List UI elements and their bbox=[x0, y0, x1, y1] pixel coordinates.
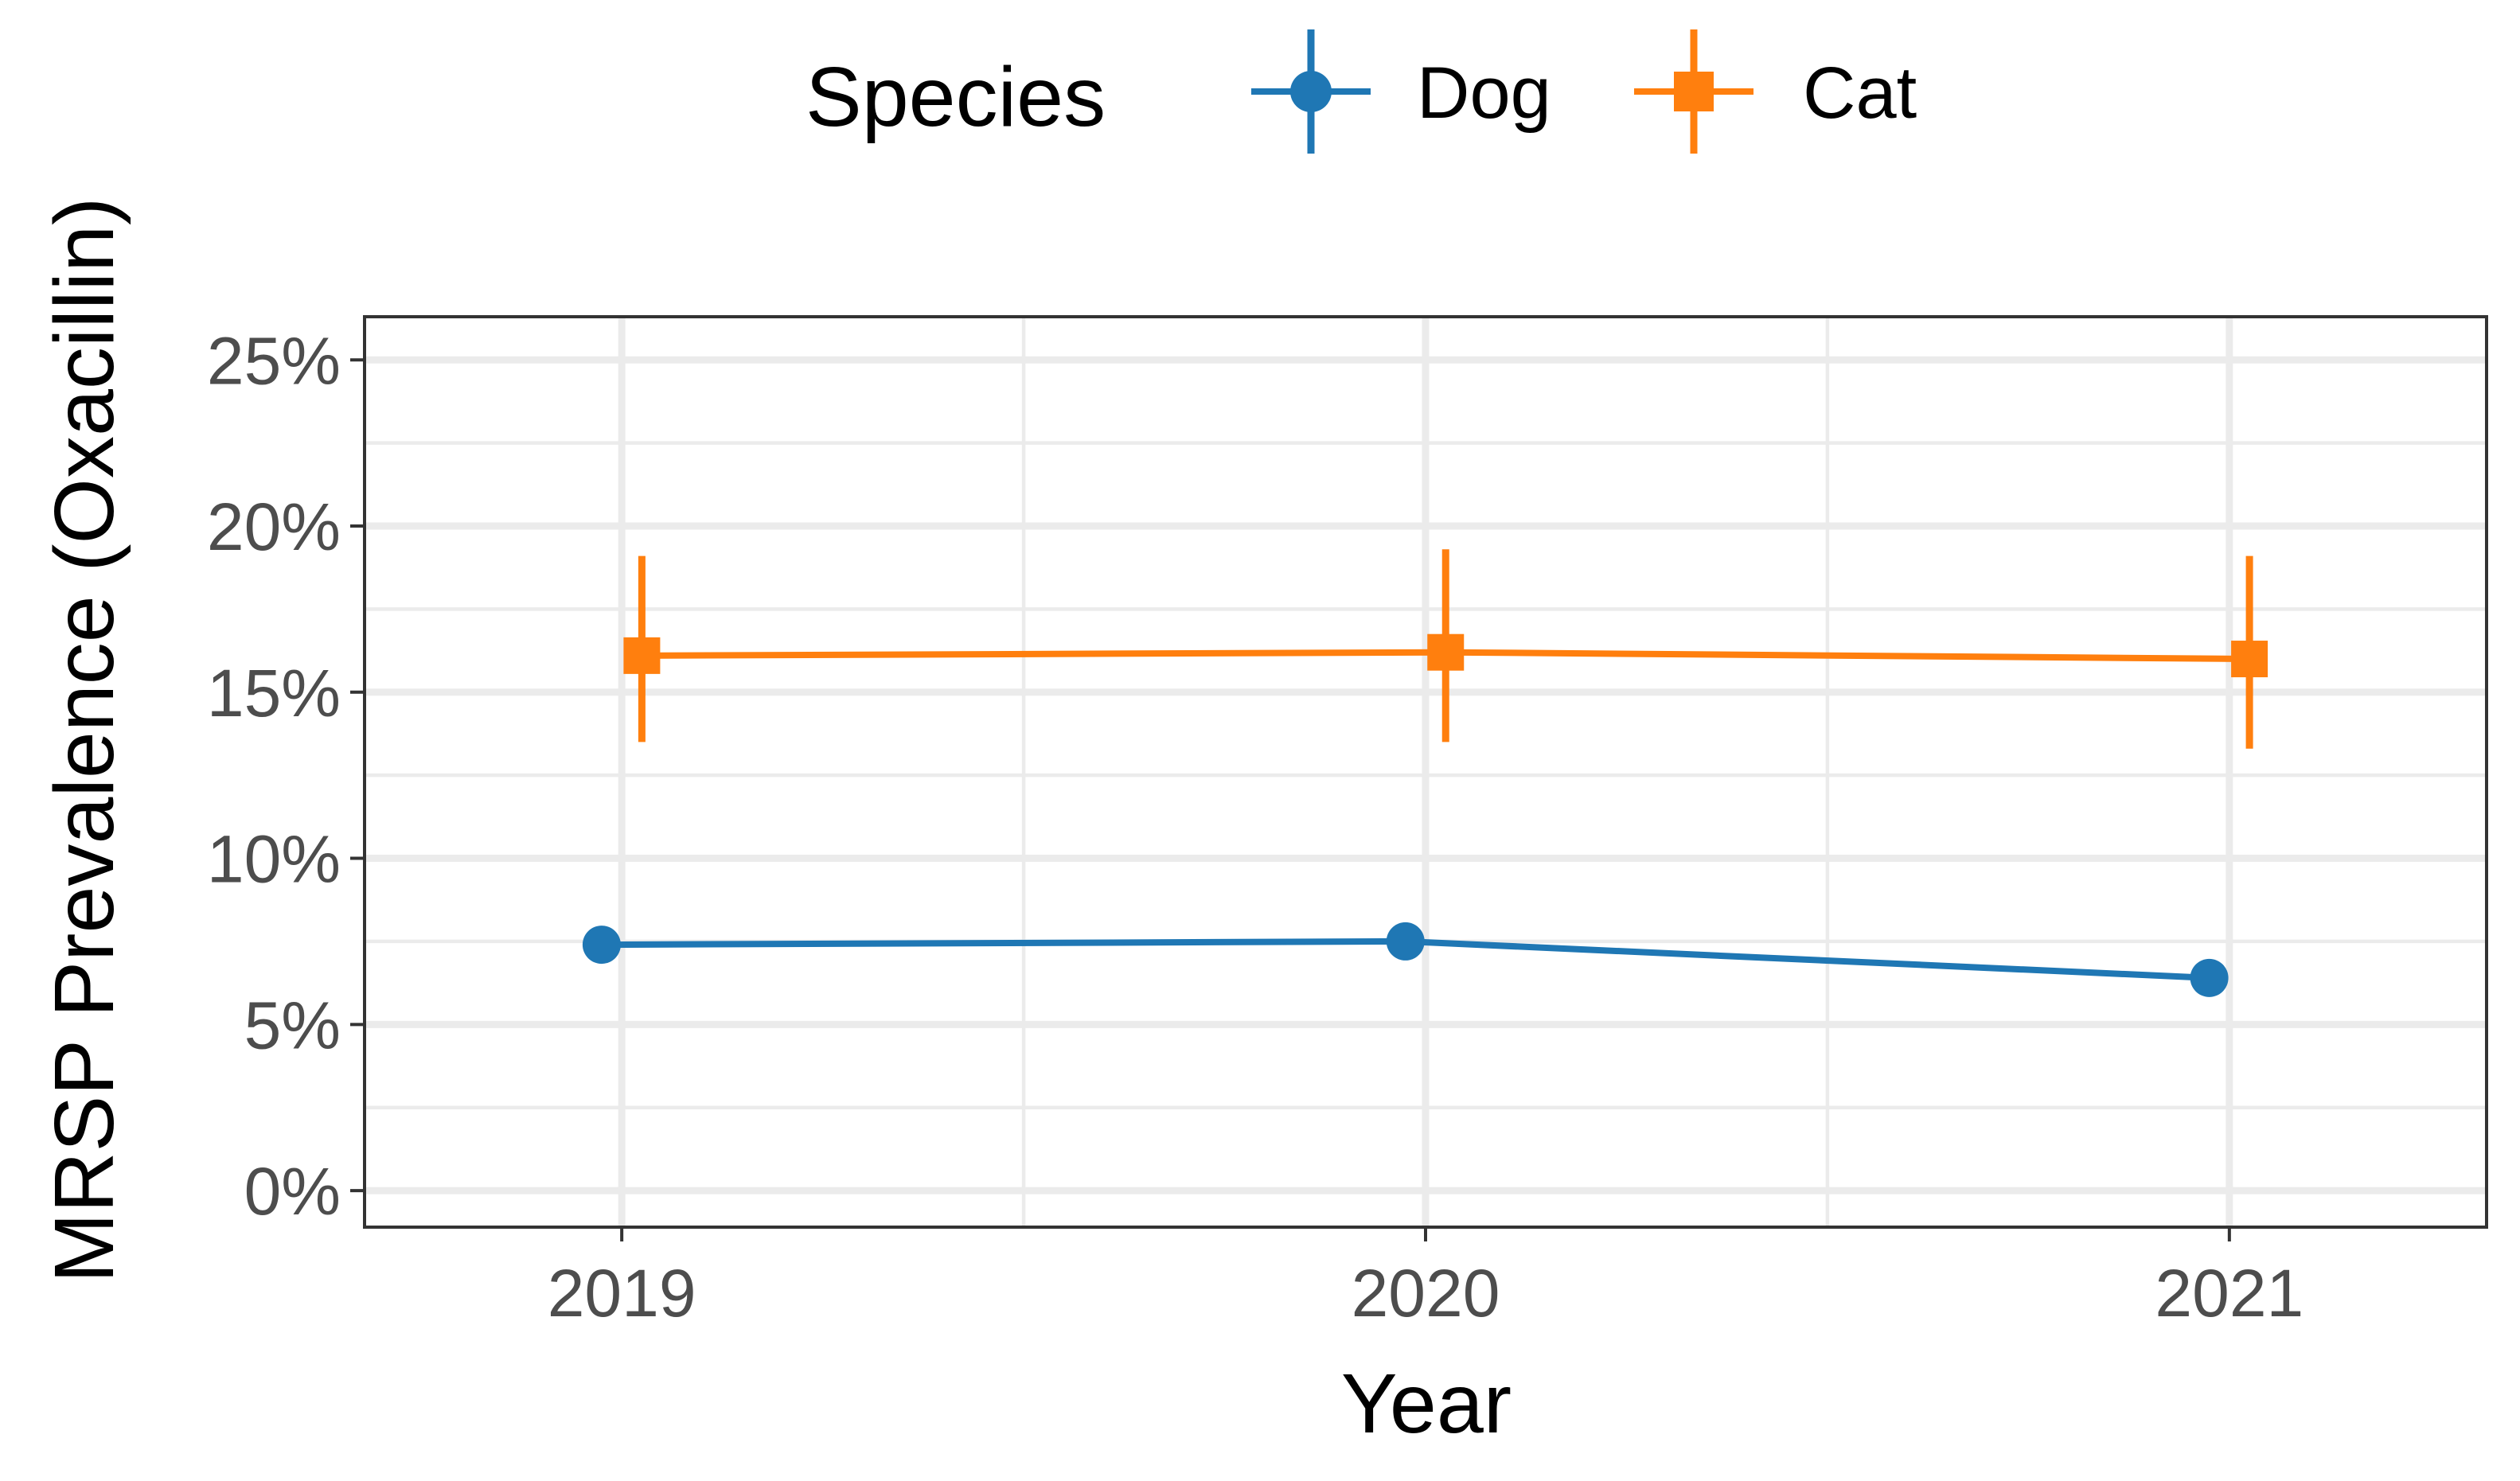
series-dog bbox=[582, 922, 2229, 997]
y-axis-title: MRSP Prevalence (Oxacillin) bbox=[37, 197, 131, 1284]
series-cat bbox=[623, 549, 2268, 749]
legend: Species Dog Cat bbox=[806, 29, 1917, 154]
y-tick-label: 20% bbox=[207, 489, 341, 564]
y-tick-label: 5% bbox=[244, 988, 341, 1062]
y-tick-label: 15% bbox=[207, 656, 341, 731]
x-axis-title: Year bbox=[1341, 1357, 1512, 1451]
series-layer bbox=[582, 549, 2268, 997]
legend-title: Species bbox=[806, 50, 1106, 144]
grid bbox=[365, 317, 2487, 1227]
dog-point bbox=[1386, 922, 1425, 961]
y-tick-label: 0% bbox=[244, 1154, 341, 1229]
legend-key-dog-marker bbox=[1290, 71, 1332, 112]
dog-point bbox=[2190, 958, 2229, 997]
x-tick-label: 2020 bbox=[1352, 1256, 1500, 1331]
x-tick-label: 2021 bbox=[2155, 1256, 2303, 1331]
cat-point bbox=[623, 637, 661, 674]
x-tick-label: 2019 bbox=[548, 1256, 696, 1331]
axes: 0% 5% 10% 15% 20% 25% 2019 2020 2021 bbox=[207, 323, 2303, 1331]
legend-label-cat: Cat bbox=[1803, 53, 1917, 134]
legend-label-dog: Dog bbox=[1417, 53, 1551, 134]
y-tick-label: 25% bbox=[207, 323, 341, 398]
cat-point bbox=[2231, 641, 2268, 678]
cat-point bbox=[1427, 633, 1465, 671]
y-tick-label: 10% bbox=[207, 822, 341, 897]
dog-point bbox=[582, 926, 621, 965]
legend-key-cat-marker bbox=[1674, 72, 1714, 111]
